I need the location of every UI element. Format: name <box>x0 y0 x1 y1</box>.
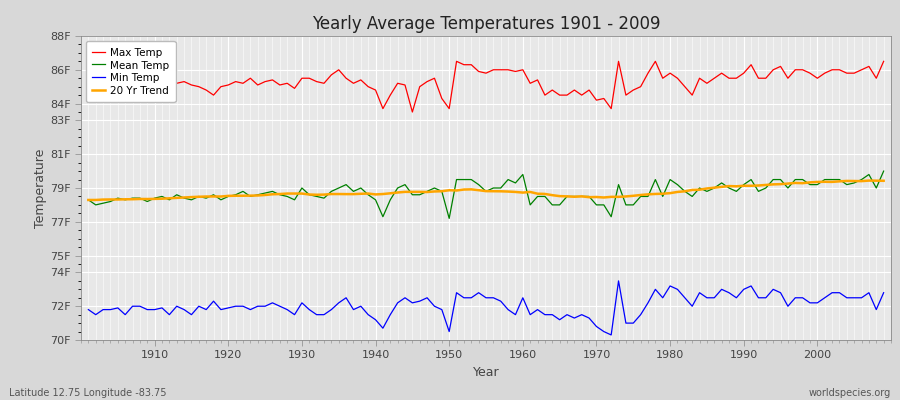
Mean Temp <box>525 202 535 207</box>
Min Temp <box>142 307 153 312</box>
Max Temp <box>304 76 315 81</box>
Line: Mean Temp: Mean Temp <box>88 171 884 218</box>
Title: Yearly Average Temperatures 1901 - 2009: Yearly Average Temperatures 1901 - 2009 <box>311 15 661 33</box>
20 Yr Trend <box>304 192 315 197</box>
Max Temp <box>142 93 153 98</box>
Min Temp <box>620 321 631 326</box>
Mean Temp <box>613 182 624 187</box>
Min Temp <box>348 307 359 312</box>
20 Yr Trend <box>863 178 874 183</box>
X-axis label: Year: Year <box>472 366 500 379</box>
20 Yr Trend <box>348 192 359 196</box>
Max Temp <box>451 59 462 64</box>
Mean Temp <box>142 199 153 204</box>
20 Yr Trend <box>510 190 521 194</box>
Min Temp <box>518 295 528 300</box>
Line: Min Temp: Min Temp <box>88 281 884 335</box>
Max Temp <box>525 81 535 86</box>
Mean Temp <box>444 216 454 221</box>
Max Temp <box>532 78 543 82</box>
20 Yr Trend <box>83 198 94 202</box>
Max Temp <box>620 93 631 98</box>
20 Yr Trend <box>142 197 153 202</box>
20 Yr Trend <box>518 190 528 195</box>
Min Temp <box>606 332 616 337</box>
Min Temp <box>878 290 889 295</box>
Mean Temp <box>83 198 94 202</box>
Max Temp <box>878 59 889 64</box>
Text: Latitude 12.75 Longitude -83.75: Latitude 12.75 Longitude -83.75 <box>9 388 166 398</box>
Min Temp <box>83 307 94 312</box>
Mean Temp <box>348 189 359 194</box>
Mean Temp <box>304 192 315 197</box>
Mean Temp <box>878 169 889 174</box>
Legend: Max Temp, Mean Temp, Min Temp, 20 Yr Trend: Max Temp, Mean Temp, Min Temp, 20 Yr Tre… <box>86 41 176 102</box>
Max Temp <box>407 110 418 114</box>
Mean Temp <box>518 172 528 177</box>
20 Yr Trend <box>878 178 889 183</box>
Text: worldspecies.org: worldspecies.org <box>809 388 891 398</box>
Min Temp <box>613 278 624 283</box>
Min Temp <box>510 312 521 317</box>
Y-axis label: Temperature: Temperature <box>34 148 47 228</box>
Min Temp <box>304 307 315 312</box>
Line: 20 Yr Trend: 20 Yr Trend <box>88 180 884 200</box>
20 Yr Trend <box>606 194 616 199</box>
Max Temp <box>83 84 94 89</box>
Line: Max Temp: Max Temp <box>88 61 884 112</box>
Max Temp <box>348 81 359 86</box>
